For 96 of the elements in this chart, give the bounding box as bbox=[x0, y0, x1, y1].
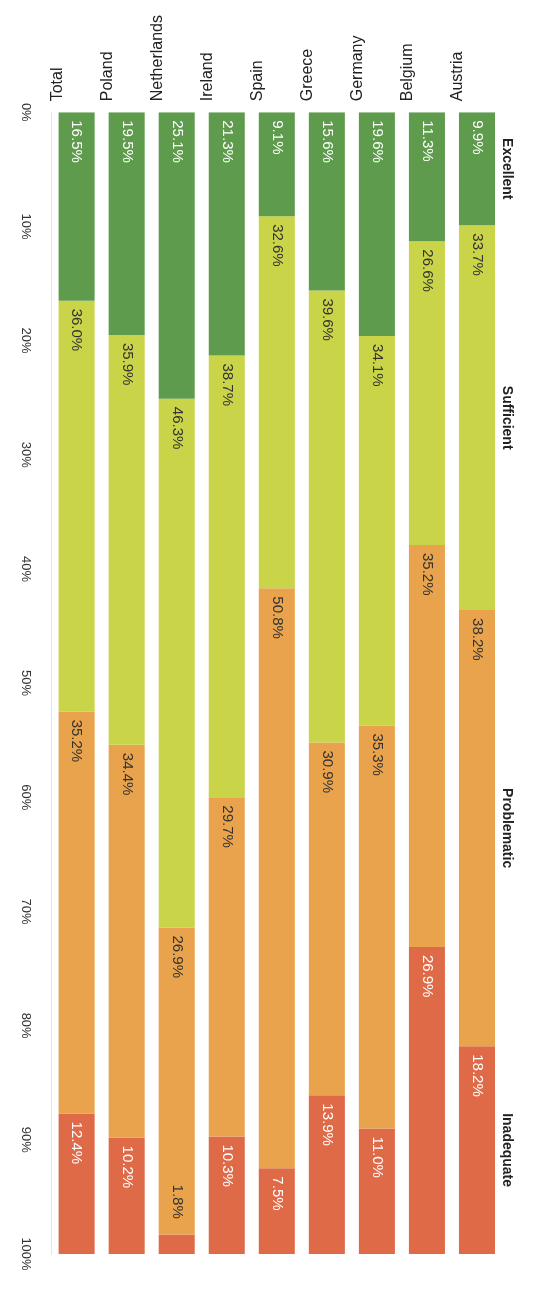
bar bbox=[308, 1095, 345, 1254]
data-label: 30.9% bbox=[319, 750, 337, 794]
bar bbox=[58, 711, 95, 1114]
bar bbox=[58, 1113, 95, 1254]
bar bbox=[358, 725, 395, 1129]
data-label: 36.0% bbox=[69, 308, 87, 352]
data-label: 35.3% bbox=[369, 733, 387, 776]
bar bbox=[258, 112, 295, 217]
x-tick-label: Belgium bbox=[398, 43, 416, 102]
bar bbox=[158, 398, 195, 928]
bar bbox=[458, 112, 495, 226]
bar bbox=[308, 742, 345, 1096]
x-tick-label: Spain bbox=[248, 60, 266, 102]
data-label: 19.5% bbox=[119, 120, 137, 163]
data-label: 32.6% bbox=[269, 224, 287, 267]
y-tick-label: 40% bbox=[19, 555, 35, 583]
data-label: 26.9% bbox=[419, 954, 437, 998]
data-label: 11.3% bbox=[419, 120, 437, 162]
data-label: 10.3% bbox=[219, 1144, 237, 1187]
data-label: 35.2% bbox=[419, 552, 437, 596]
data-label: 39.6% bbox=[319, 298, 337, 341]
bar bbox=[408, 946, 445, 1254]
data-label: 7.5% bbox=[269, 1176, 287, 1211]
y-tick-label: 20% bbox=[19, 327, 35, 355]
y-tick-label: 30% bbox=[19, 441, 35, 469]
x-tick-label: Austria bbox=[448, 51, 466, 102]
bar bbox=[408, 241, 445, 545]
y-tick-label: 50% bbox=[19, 670, 35, 697]
data-label: 11.0% bbox=[369, 1136, 387, 1178]
data-label: 19.6% bbox=[369, 120, 387, 163]
x-tick-label: Ireland bbox=[197, 52, 215, 102]
bar bbox=[58, 300, 95, 712]
bar bbox=[208, 1136, 245, 1254]
bar bbox=[208, 112, 245, 356]
text: Problematic bbox=[500, 788, 517, 869]
bar bbox=[408, 544, 445, 947]
data-label: 26.6% bbox=[419, 249, 437, 292]
y-tick-label: 100% bbox=[19, 1237, 35, 1272]
x-tick-label: Netherlands bbox=[147, 14, 165, 102]
x-tick-label: Total bbox=[47, 67, 65, 102]
data-label: 25.1% bbox=[169, 120, 187, 163]
y-tick-label: 70% bbox=[19, 898, 35, 925]
data-label: 16.5% bbox=[69, 120, 87, 163]
bar bbox=[408, 112, 445, 242]
data-label: 29.7% bbox=[219, 805, 237, 848]
data-label: 21.3% bbox=[219, 120, 237, 163]
bar bbox=[458, 1046, 495, 1254]
bar bbox=[158, 1234, 195, 1254]
data-label: 50.8% bbox=[269, 596, 287, 639]
bar bbox=[258, 588, 295, 1169]
bar bbox=[158, 927, 195, 1235]
x-tick-label: Poland bbox=[97, 51, 115, 102]
bar bbox=[308, 112, 345, 291]
text: Inadequate bbox=[500, 1113, 517, 1188]
x-tick-label: Germany bbox=[348, 35, 366, 102]
x-tick-label: Greece bbox=[298, 48, 316, 102]
data-label: 46.3% bbox=[169, 406, 187, 450]
bar bbox=[108, 744, 145, 1138]
data-label: 9.1% bbox=[269, 120, 287, 155]
data-label: 9.9% bbox=[469, 120, 487, 155]
bar bbox=[358, 112, 395, 337]
bar bbox=[258, 1168, 295, 1254]
bar bbox=[458, 225, 495, 611]
data-label: 35.9% bbox=[119, 342, 137, 386]
bar bbox=[208, 797, 245, 1137]
bar bbox=[108, 334, 145, 745]
data-label: 10.2% bbox=[119, 1145, 137, 1189]
data-label: 38.7% bbox=[219, 363, 237, 407]
data-label: 15.6% bbox=[319, 120, 337, 163]
bar bbox=[258, 216, 295, 589]
bar bbox=[308, 290, 345, 743]
bar bbox=[458, 610, 495, 1047]
y-tick-label: 80% bbox=[19, 1012, 35, 1040]
y-tick-label: 10% bbox=[19, 213, 35, 240]
data-label: 13.9% bbox=[319, 1103, 337, 1146]
data-label: 38.2% bbox=[469, 618, 487, 661]
bar bbox=[158, 112, 195, 399]
y-tick-label: 0% bbox=[19, 102, 35, 123]
bar bbox=[358, 336, 395, 726]
data-label: 33.7% bbox=[469, 233, 487, 276]
data-label: 18.2% bbox=[469, 1054, 487, 1097]
y-tick-label: 60% bbox=[19, 784, 35, 811]
bar bbox=[108, 1137, 145, 1254]
bar bbox=[208, 355, 245, 798]
bar bbox=[58, 112, 95, 301]
data-label: 34.1% bbox=[369, 344, 387, 387]
text: Excellent bbox=[500, 138, 517, 200]
y-tick-label: 90% bbox=[19, 1126, 35, 1154]
bar bbox=[358, 1128, 395, 1254]
data-label: 26.9% bbox=[169, 935, 187, 979]
data-label: 34.4% bbox=[119, 752, 137, 796]
data-label: 12.4% bbox=[69, 1121, 87, 1165]
data-label: 1.8% bbox=[169, 1184, 187, 1219]
bar bbox=[108, 112, 145, 335]
text: Sufficient bbox=[500, 385, 517, 450]
data-label: 35.2% bbox=[69, 719, 87, 763]
